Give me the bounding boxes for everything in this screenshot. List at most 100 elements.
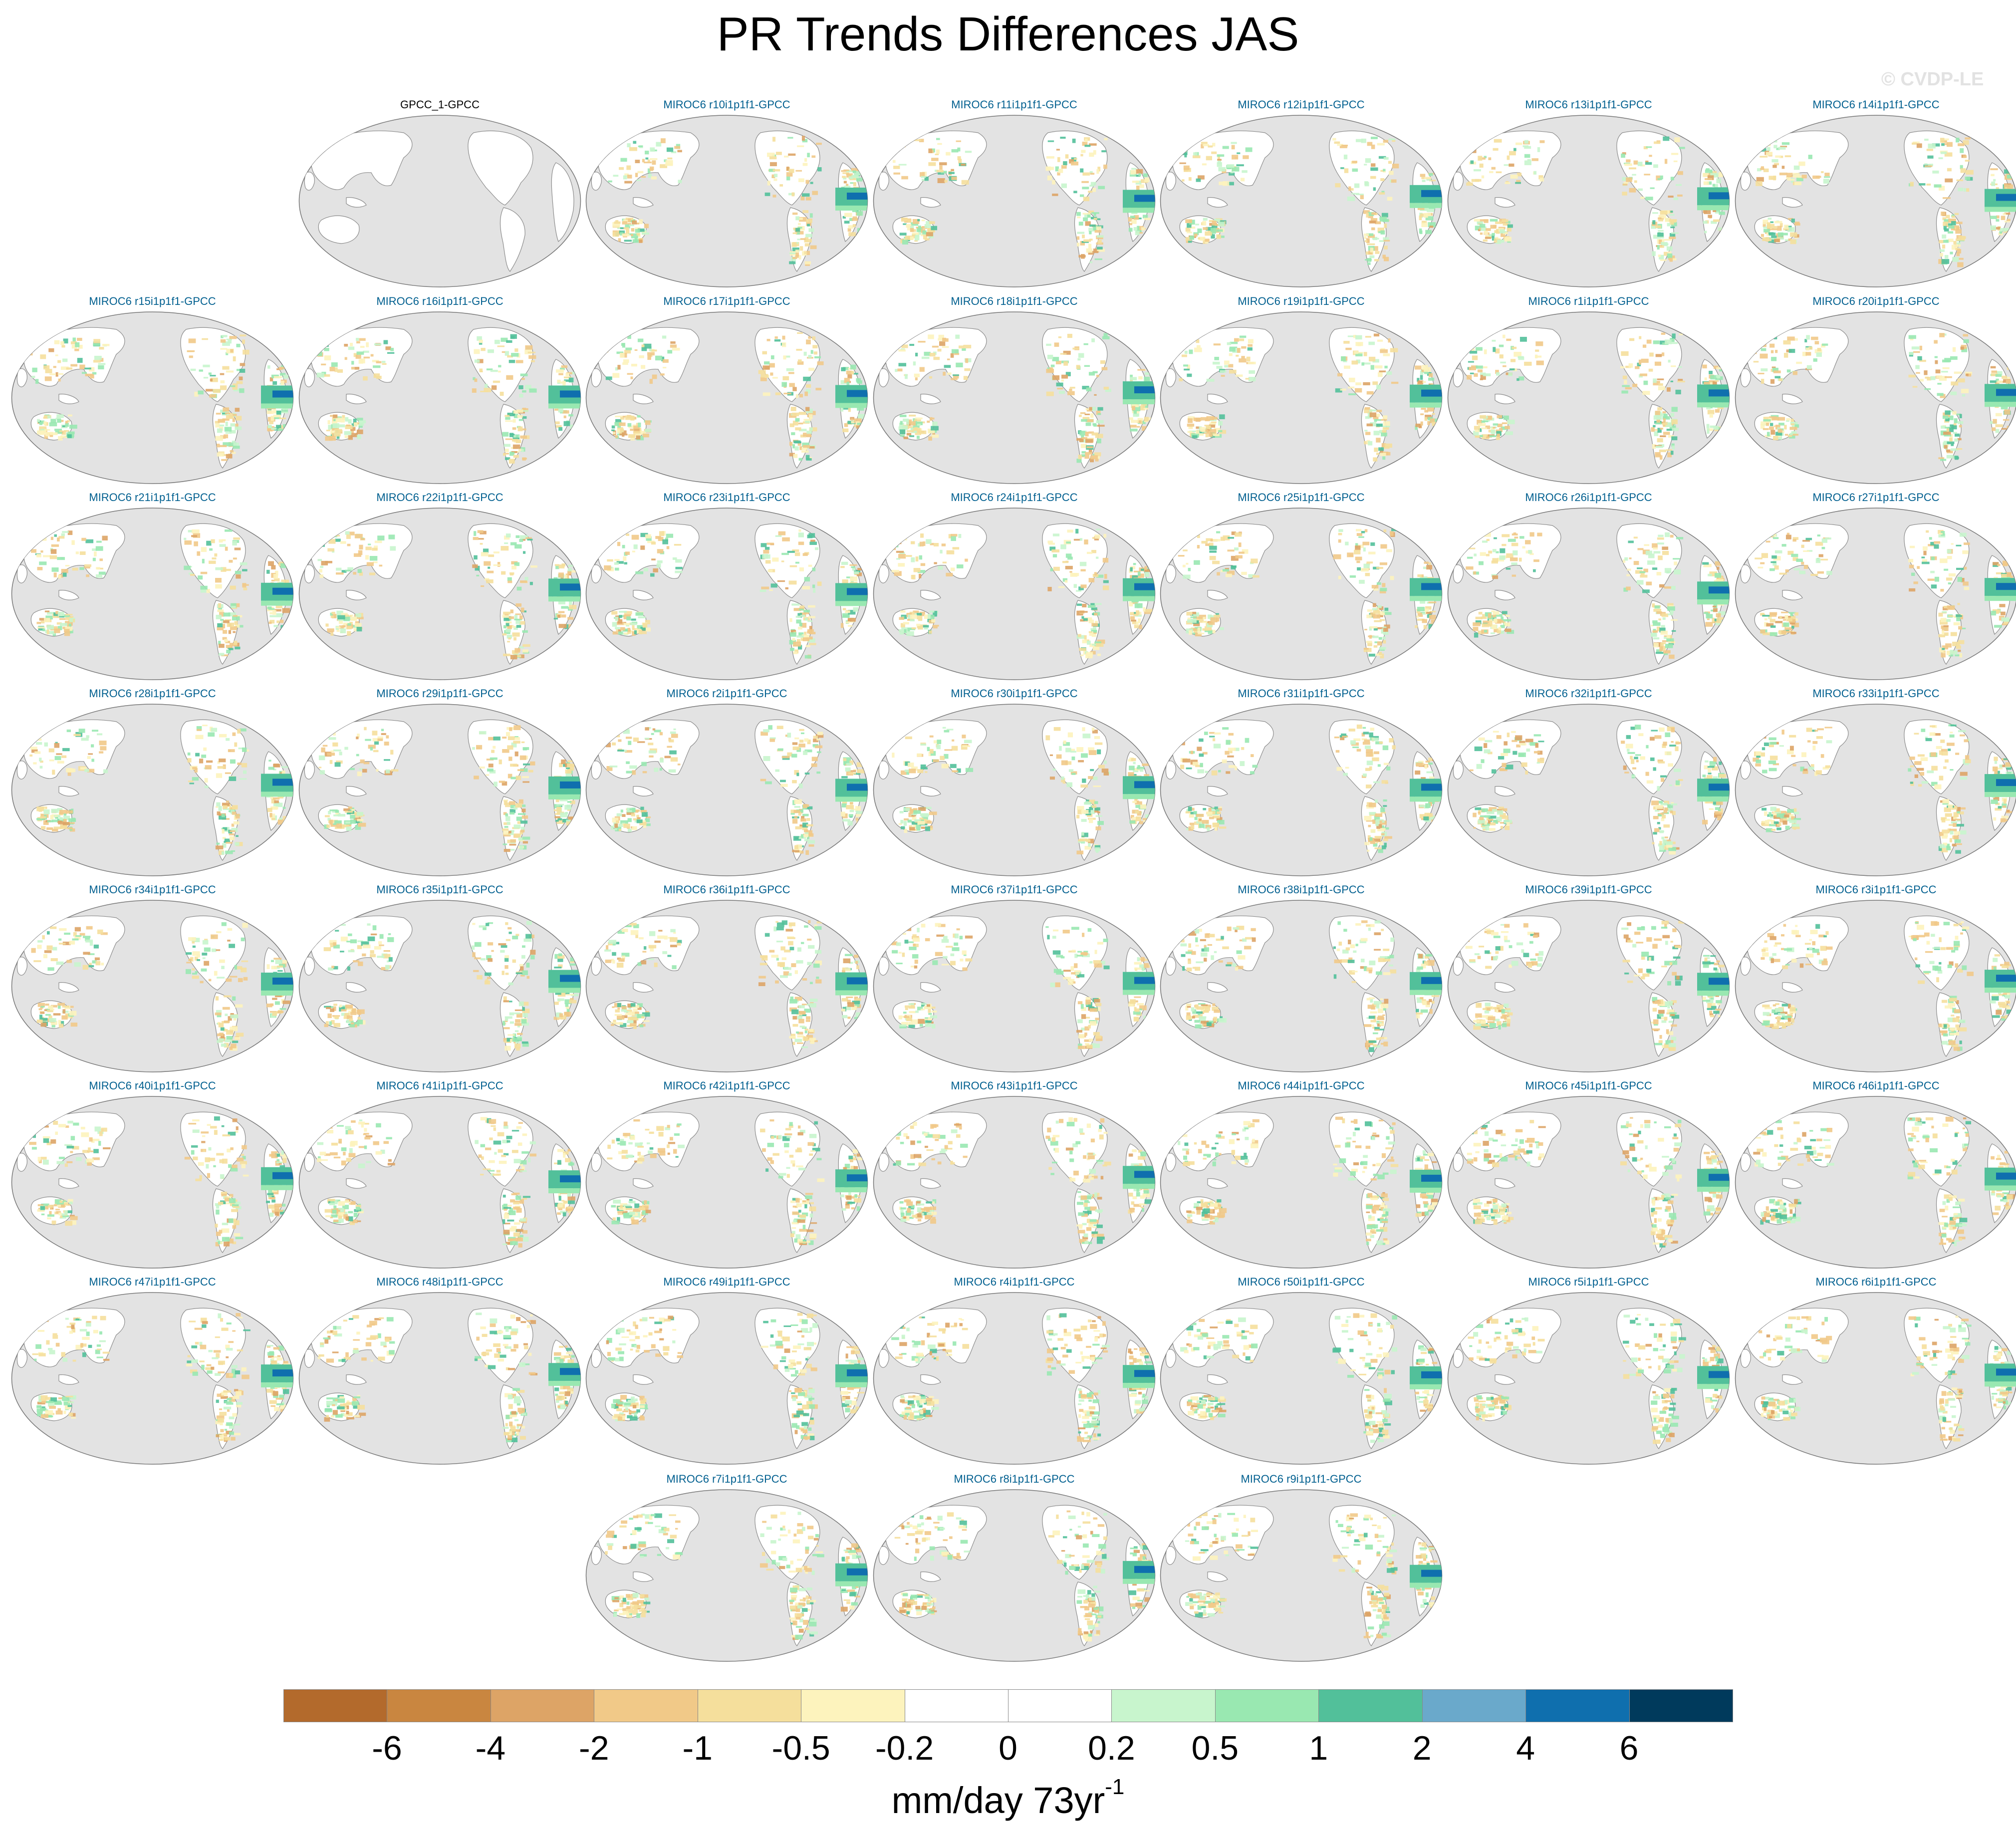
trend-patch xyxy=(1657,626,1660,632)
trend-patch xyxy=(56,414,64,418)
trend-patch xyxy=(1760,612,1764,615)
trend-patch xyxy=(1781,611,1788,613)
trend-patch xyxy=(795,561,799,564)
trend-patch xyxy=(1095,459,1099,462)
trend-patch xyxy=(1679,333,1683,335)
trend-patch xyxy=(2001,216,2006,220)
trend-patch xyxy=(1803,564,1808,569)
trend-patch xyxy=(1770,430,1775,435)
trend-patch xyxy=(1363,210,1370,214)
trend-patch xyxy=(1187,373,1192,377)
trend-patch xyxy=(1377,339,1383,342)
trend-patch xyxy=(1995,424,2003,427)
trend-patch xyxy=(332,433,336,437)
trend-patch xyxy=(1078,222,1083,226)
trend-patch xyxy=(1941,211,1946,216)
watermark: © CVDP-LE xyxy=(1881,69,1984,90)
trend-patch xyxy=(913,423,920,428)
trend-band-core xyxy=(1421,389,1442,397)
trend-patch xyxy=(958,533,962,538)
trend-patch xyxy=(1197,627,1201,632)
trend-patch xyxy=(1677,380,1685,383)
trend-patch xyxy=(95,546,103,551)
trend-patch xyxy=(1796,177,1803,182)
land-mass xyxy=(829,327,851,343)
trend-patch xyxy=(382,361,386,363)
trend-patch xyxy=(655,355,663,361)
trend-band-edge xyxy=(1123,399,1155,405)
trend-patch xyxy=(1946,428,1950,432)
trend-patch xyxy=(1502,534,1510,537)
trend-patch xyxy=(842,408,850,410)
trend-patch xyxy=(233,388,241,392)
trend-patch xyxy=(1669,219,1677,222)
trend-patch xyxy=(1779,155,1783,158)
trend-patch xyxy=(1655,354,1662,357)
trend-patch xyxy=(1785,630,1792,633)
trend-patch xyxy=(1383,171,1386,173)
trend-patch xyxy=(1763,428,1769,430)
trend-patch xyxy=(37,626,45,629)
trend-patch xyxy=(1934,541,1941,544)
trend-patch xyxy=(1380,653,1384,659)
trend-patch xyxy=(618,631,623,635)
trend-patch xyxy=(1079,648,1086,651)
trend-patch xyxy=(481,585,485,587)
trend-patch xyxy=(1671,619,1678,621)
trend-patch xyxy=(767,152,775,157)
trend-patch xyxy=(1340,388,1346,391)
trend-patch xyxy=(1944,228,1949,232)
trend-patch xyxy=(898,164,907,166)
trend-patch xyxy=(642,631,647,634)
trend-patch xyxy=(1651,633,1657,637)
trend-patch xyxy=(530,360,535,362)
trend-patch xyxy=(102,535,108,540)
trend-patch xyxy=(506,634,512,639)
trend-patch xyxy=(1212,560,1220,564)
trend-patch xyxy=(1428,377,1435,381)
trend-patch xyxy=(336,610,343,616)
trend-patch xyxy=(1947,549,1952,553)
trend-patch xyxy=(1144,218,1151,220)
trend-patch xyxy=(1714,184,1718,188)
trend-patch xyxy=(1093,213,1096,216)
trend-patch xyxy=(39,421,43,425)
trend-patch xyxy=(812,567,816,571)
trend-patch xyxy=(233,442,239,446)
trend-patch xyxy=(1097,425,1105,427)
trend-patch xyxy=(1088,191,1093,193)
trend-patch xyxy=(1637,548,1644,550)
trend-patch xyxy=(1137,418,1143,421)
trend-patch xyxy=(1214,614,1221,618)
trend-patch xyxy=(79,551,86,555)
trend-patch xyxy=(1344,168,1349,173)
trend-patch xyxy=(1942,630,1945,635)
trend-patch xyxy=(283,374,288,379)
trend-patch xyxy=(916,613,922,616)
trend-patch xyxy=(1219,627,1224,630)
trend-patch xyxy=(1388,138,1396,140)
trend-patch xyxy=(61,533,65,536)
trend-patch xyxy=(1090,628,1096,630)
trend-patch xyxy=(1652,251,1656,257)
trend-patch xyxy=(917,219,920,222)
trend-patch xyxy=(619,167,624,170)
trend-patch xyxy=(1130,170,1136,175)
trend-patch xyxy=(1134,624,1139,628)
trend-patch xyxy=(47,416,51,419)
trend-patch xyxy=(631,233,638,239)
trend-patch xyxy=(1990,225,1997,231)
trend-patch xyxy=(631,228,635,232)
trend-patch xyxy=(214,553,218,557)
trend-patch xyxy=(1790,423,1794,426)
trend-patch xyxy=(58,378,61,382)
trend-patch xyxy=(1081,150,1086,153)
trend-patch xyxy=(1652,543,1658,548)
trend-patch xyxy=(1919,345,1923,350)
trend-patch xyxy=(1475,179,1482,182)
trend-patch xyxy=(218,419,225,423)
trend-patch xyxy=(563,421,570,426)
trend-patch xyxy=(1424,221,1427,223)
trend-patch xyxy=(897,368,903,372)
trend-patch xyxy=(635,173,638,177)
